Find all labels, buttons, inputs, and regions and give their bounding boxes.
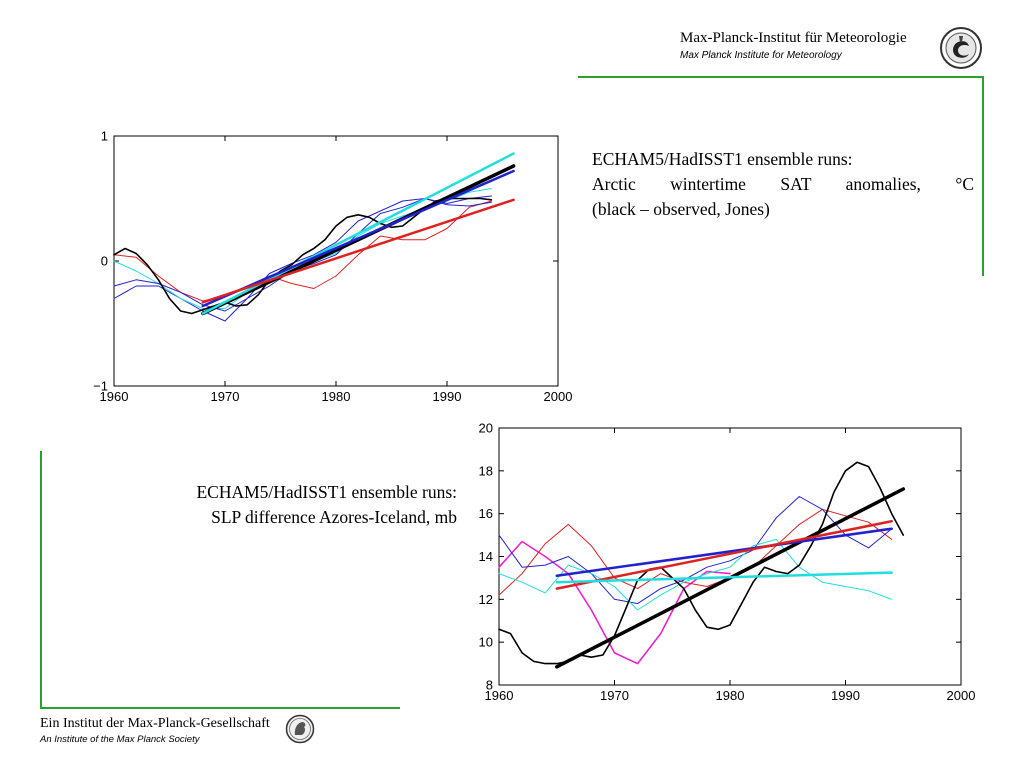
series-line-0-4 [113, 197, 493, 315]
trend-line-1-6 [555, 527, 893, 578]
y-tick-label: 8 [486, 678, 493, 693]
sat-caption-line3: (black – observed, Jones) [592, 199, 770, 219]
society-title: Ein Institut der Max-Planck-Gesellschaft [40, 716, 270, 731]
sat-caption-line2: Arctic wintertime SAT anomalies, °C [592, 174, 974, 194]
x-tick-label: 1970 [211, 389, 240, 404]
x-tick-label: 2000 [544, 389, 573, 404]
trend-line-1-8 [555, 571, 893, 584]
trend-line-0-6 [201, 152, 515, 315]
sat-anomaly-chart: 1960 1970 1980 1990 2000 −1 0 1 [93, 129, 573, 405]
y-tick-label: 0 [101, 254, 108, 269]
institute-title: Max-Planck-Institut für Meteorologie [680, 30, 907, 46]
x-tick-label: 1960 [100, 389, 129, 404]
society-subtitle: An Institute of the Max Planck Society [40, 734, 200, 745]
y-tick-label: 14 [479, 549, 493, 564]
series-line-0-3 [113, 195, 492, 312]
y-tick-label: −1 [93, 379, 108, 394]
y-tick-label: 12 [479, 592, 493, 607]
slp-caption-line1: ECHAM5/HadISST1 ensemble runs: [196, 482, 457, 502]
y-tick-label: 20 [479, 421, 493, 436]
series-line-0-0 [113, 200, 492, 302]
footer-rule [40, 707, 400, 709]
series-line-0-1 [113, 198, 492, 322]
slp-caption: ECHAM5/HadISST1 ensemble runs: SLP diffe… [105, 480, 457, 530]
header-rule-vertical [982, 76, 984, 276]
trend-line-0-7 [201, 169, 515, 308]
x-tick-label: 2000 [947, 688, 976, 703]
header-rule [578, 76, 984, 78]
slp-caption-line2: SLP difference Azores-Iceland, mb [211, 507, 457, 527]
series-line-1-0 [498, 540, 731, 665]
series-line-1-1 [498, 508, 893, 596]
plot-frame [113, 135, 559, 387]
slp-difference-chart: 1960 1970 1980 1990 2000 8 10 12 14 16 18 20 [479, 421, 976, 704]
x-tick-label: 1970 [600, 688, 629, 703]
x-tick-label: 1990 [433, 389, 462, 404]
mpi-meteorology-logo-icon [940, 27, 982, 69]
y-tick-label: 16 [479, 506, 493, 521]
trend-line-1-7 [555, 519, 893, 590]
y-tick-label: 18 [479, 463, 493, 478]
sat-caption: ECHAM5/HadISST1 ensemble runs: Arctic wi… [592, 147, 974, 222]
institute-subtitle: Max Planck Institute for Meteorology [680, 50, 842, 61]
y-tick-label: 1 [101, 129, 108, 144]
series-line-1-4 [498, 461, 905, 665]
x-tick-label: 1980 [716, 688, 745, 703]
minerva-seal-icon [285, 714, 315, 744]
x-tick-label: 1960 [485, 688, 514, 703]
x-tick-label: 1990 [831, 688, 860, 703]
sat-caption-line1: ECHAM5/HadISST1 ensemble runs: [592, 149, 853, 169]
x-tick-label: 1980 [322, 389, 351, 404]
y-tick-label: 10 [479, 635, 493, 650]
footer-rule-vertical [40, 451, 42, 708]
trend-line-0-8 [201, 198, 515, 304]
